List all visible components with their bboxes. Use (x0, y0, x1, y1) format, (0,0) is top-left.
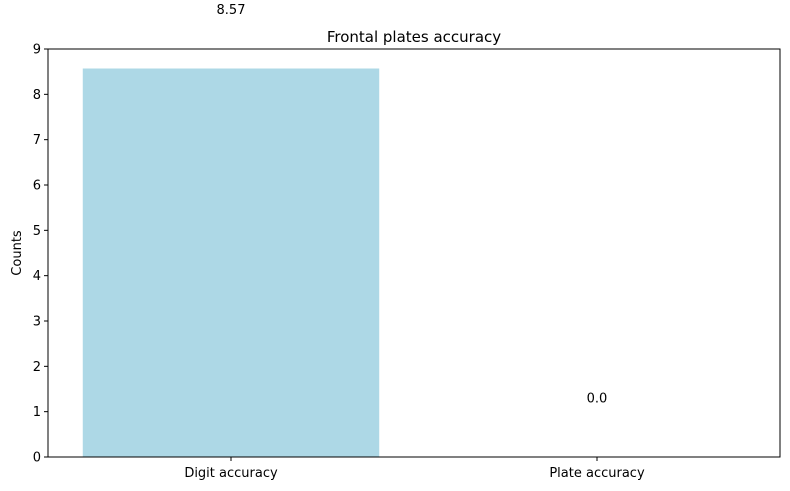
y-tick-label-8: 8 (33, 88, 41, 103)
y-tick-label-6: 6 (33, 179, 41, 194)
y-axis: 0 1 2 3 4 5 6 7 8 9 (33, 43, 48, 466)
bar-0 (82, 68, 380, 457)
y-tick-label-2: 2 (33, 360, 41, 375)
data-label-0: 8.57 (217, 3, 246, 18)
y-tick-label-4: 4 (33, 269, 41, 284)
y-axis-label: Counts (10, 230, 25, 276)
plot-frame (47, 48, 781, 458)
chart-title: Frontal plates accuracy (327, 28, 501, 46)
y-tick-label-9: 9 (33, 43, 41, 58)
data-labels-layer: 8.57 0.0 (217, 3, 608, 407)
data-label-1: 0.0 (587, 392, 608, 407)
bars-layer (82, 68, 380, 457)
x-tick-label-0: Digit accuracy (184, 466, 278, 481)
y-tick-label-7: 7 (33, 133, 41, 148)
x-axis: Digit accuracy Plate accuracy (184, 457, 645, 481)
y-tick-label-1: 1 (33, 405, 41, 420)
y-tick-label-5: 5 (33, 224, 41, 239)
y-tick-label-3: 3 (33, 315, 41, 330)
x-tick-label-1: Plate accuracy (549, 466, 645, 481)
y-tick-label-0: 0 (33, 451, 41, 466)
